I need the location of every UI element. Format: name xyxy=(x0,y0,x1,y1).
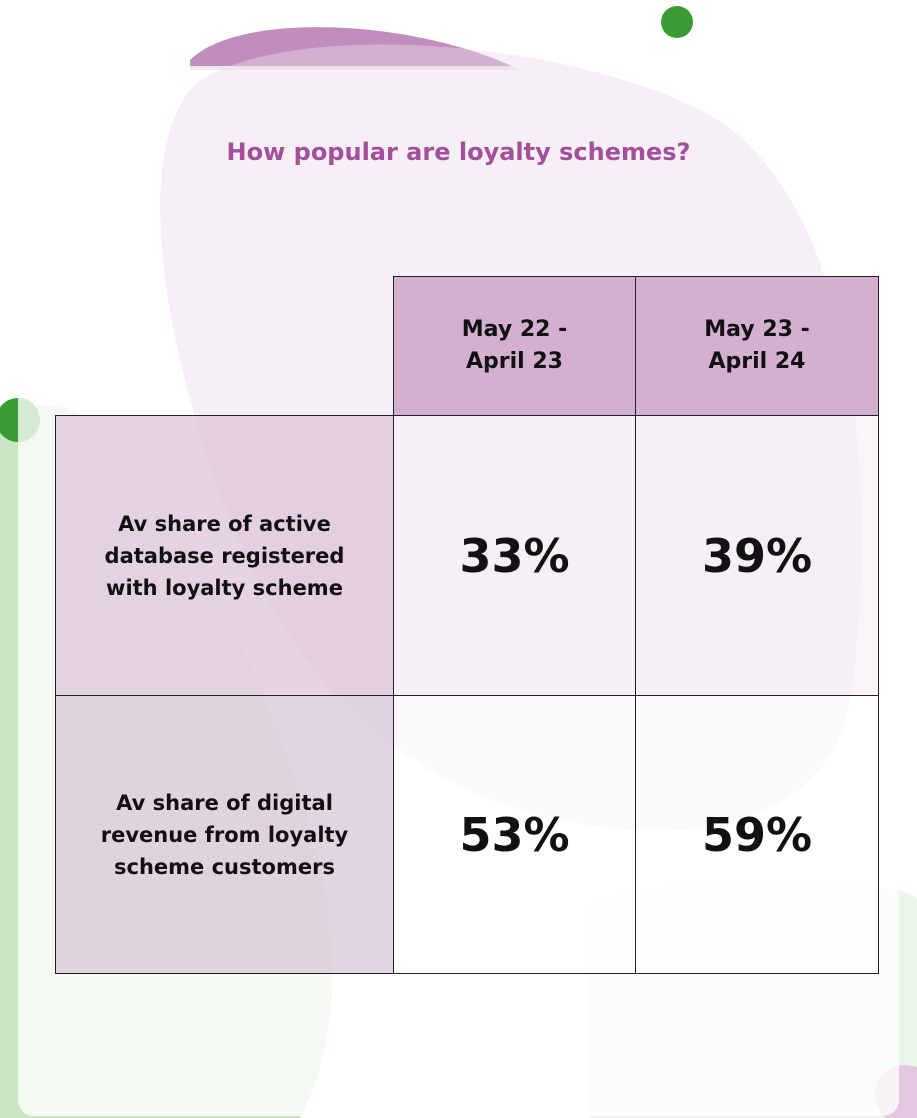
value: 59% xyxy=(701,807,813,862)
header-cell: May 22 - April 23 xyxy=(393,276,636,416)
purple-blob-top xyxy=(190,27,520,70)
title: How popular are loyalty schemes? xyxy=(226,138,691,166)
value: 39% xyxy=(701,528,813,583)
value-cell: 59% xyxy=(635,695,879,974)
value-cell: 33% xyxy=(393,415,636,696)
value: 53% xyxy=(459,807,570,862)
header-text: May 22 - April 23 xyxy=(461,317,568,374)
value-cell: 39% xyxy=(635,415,879,696)
value: 33% xyxy=(459,528,570,583)
row-label: Av share of digital revenue from loyalty… xyxy=(100,790,349,879)
value-cell: 53% xyxy=(393,695,636,974)
header-text: May 23 - April 24 xyxy=(704,317,810,374)
row-label-cell: Av share of digital revenue from loyalty… xyxy=(55,695,394,974)
row-label: Av share of active database registered w… xyxy=(104,511,345,600)
row-label-cell: Av share of active database registered w… xyxy=(55,415,394,696)
header-cell: May 23 - April 24 xyxy=(635,276,879,416)
green-dot xyxy=(661,6,693,38)
